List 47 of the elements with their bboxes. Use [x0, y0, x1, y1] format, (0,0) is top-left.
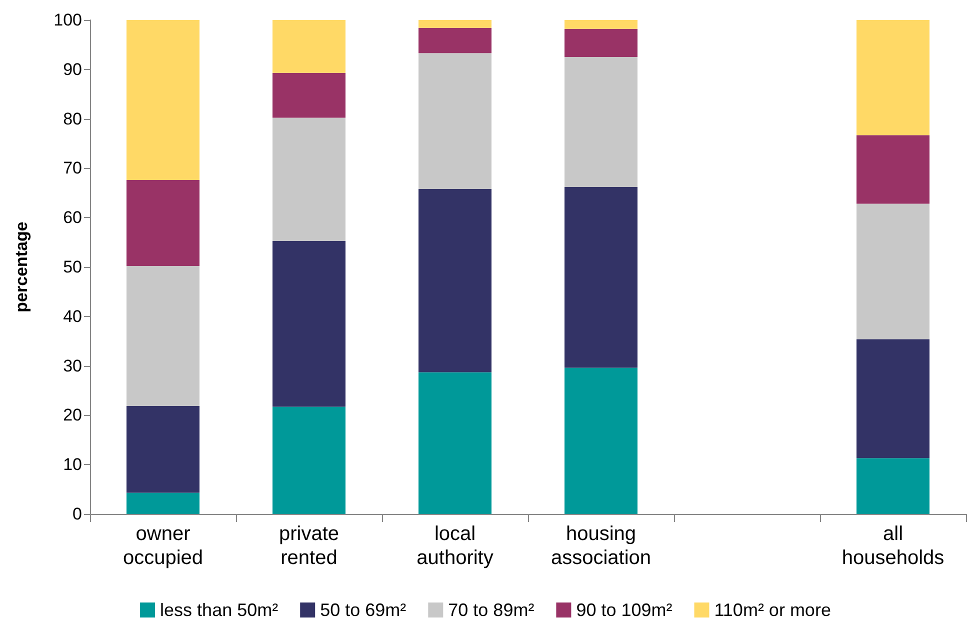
y-tick-label: 10 — [63, 455, 82, 474]
y-tick-label: 70 — [63, 158, 82, 178]
bar — [418, 20, 492, 28]
y-axis-title: percentage — [12, 222, 31, 312]
bar — [272, 240, 346, 407]
y-tick-label: 60 — [63, 208, 82, 228]
legend-label: 70 to 89m² — [448, 600, 534, 620]
y-tick-label: 30 — [63, 356, 82, 376]
x-tick-label: owner occupied — [122, 523, 204, 569]
bar — [856, 204, 930, 340]
bar — [564, 28, 638, 58]
y-tick-label: 100 — [54, 10, 82, 30]
bar — [856, 458, 930, 514]
y-tick-label: 80 — [63, 109, 82, 128]
bar — [856, 20, 930, 136]
bar — [564, 57, 638, 187]
y-tick-label: 20 — [63, 406, 82, 425]
y-tick-label: 40 — [63, 306, 82, 326]
bar — [126, 180, 200, 266]
bar — [564, 186, 638, 368]
bar — [126, 406, 200, 493]
x-tick-label: all households — [842, 523, 944, 569]
bar — [418, 188, 492, 372]
x-tick-label: private rented — [278, 523, 340, 569]
y-tick-label: 0 — [72, 504, 82, 524]
bar — [418, 28, 492, 54]
bar — [564, 20, 638, 29]
bar — [418, 53, 492, 189]
legend-label: 90 to 109m² — [576, 600, 672, 620]
legend-label: 110m² or more — [714, 600, 831, 620]
bar — [272, 72, 346, 118]
bar — [856, 135, 930, 204]
y-tick-label: 90 — [63, 60, 82, 79]
bar — [564, 368, 638, 514]
bar — [272, 118, 346, 241]
bar — [272, 406, 346, 514]
bar — [126, 266, 200, 406]
legend-label: 50 to 69m² — [320, 600, 406, 620]
legend-label: less than 50m² — [160, 600, 278, 620]
x-tick-label: housing association — [550, 523, 652, 569]
bar — [856, 339, 930, 458]
bar — [126, 20, 200, 180]
bar — [126, 492, 200, 514]
bar — [272, 20, 346, 73]
bar — [418, 372, 492, 514]
x-tick-label: local authority — [416, 523, 494, 569]
y-tick-label: 50 — [63, 258, 82, 276]
